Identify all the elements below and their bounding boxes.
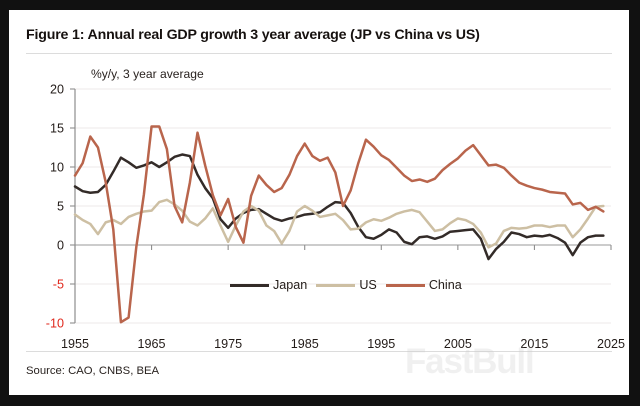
legend-swatch-us xyxy=(316,283,356,287)
chart-legend: Japan US China xyxy=(230,278,462,292)
x-axis-label: 2015 xyxy=(520,337,548,351)
series-line-us xyxy=(73,198,605,249)
y-axis-label: 0 xyxy=(57,239,64,253)
x-axis-label: 1985 xyxy=(291,337,319,351)
legend-label-us: US xyxy=(359,278,377,292)
y-axis-label: -10 xyxy=(46,317,64,331)
line-chart: -10 -5 0 5 10 15 20 1955 1965 1975 1985 1995 2005 201… xyxy=(46,83,625,351)
y-axis-label: 20 xyxy=(50,83,64,97)
y-axis-label: 10 xyxy=(50,161,64,175)
chart-area: %y/y, 3 year average -10 -5 0 5 10 15 20 1955 19… xyxy=(9,54,629,352)
x-axis-label: 2005 xyxy=(444,337,472,351)
x-axis-label: 2025 xyxy=(597,337,625,351)
x-axis-label: 1975 xyxy=(214,337,242,351)
series-line-japan xyxy=(73,153,605,261)
divider-bottom xyxy=(26,351,612,352)
legend-swatch-japan xyxy=(230,283,269,287)
legend-item-china: China xyxy=(385,278,462,292)
x-axis-label: 1955 xyxy=(61,337,89,351)
figure-card: Figure 1: Annual real GDP growth 3 year … xyxy=(9,10,629,395)
series-line-china xyxy=(73,125,605,324)
y-axis-label: -5 xyxy=(53,278,64,292)
fastbull-watermark: FastBull xyxy=(405,342,535,381)
divider-top xyxy=(26,53,612,54)
legend-label-china: China xyxy=(428,278,462,292)
chart-subtitle: %y/y, 3 year average xyxy=(91,67,204,81)
x-axis-label: 1965 xyxy=(138,337,166,351)
page-title: Figure 1: Annual real GDP growth 3 year … xyxy=(26,27,480,43)
legend-label-japan: Japan xyxy=(273,278,308,292)
y-axis-label: 5 xyxy=(57,200,64,214)
source-note: Source: CAO, CNBS, BEA xyxy=(26,365,160,377)
legend-item-us: US xyxy=(316,278,377,292)
x-axis-label: 1995 xyxy=(367,337,395,351)
legend-item-japan: Japan xyxy=(230,278,307,292)
legend-swatch-china xyxy=(385,283,425,287)
y-axis-label: 15 xyxy=(50,122,64,136)
